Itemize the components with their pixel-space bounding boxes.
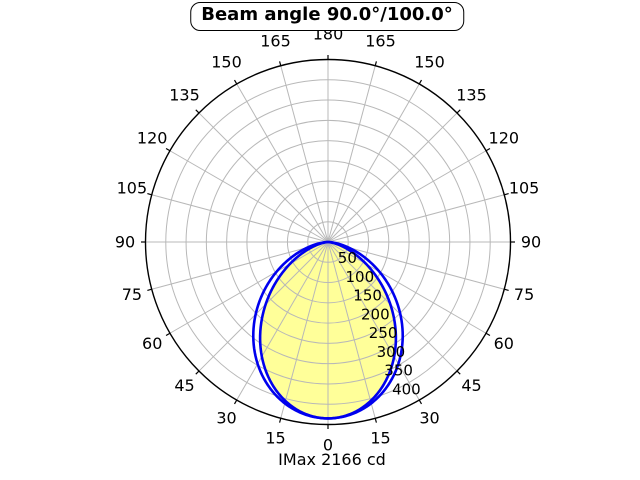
- title-box: Beam angle 90.0°/100.0°: [190, 2, 464, 31]
- angle-tick: [233, 399, 238, 405]
- angle-tick: [165, 147, 171, 152]
- angle-label-120-right: 120: [489, 129, 520, 148]
- angle-label-0: 0: [323, 436, 333, 455]
- grid-ring: [307, 221, 349, 263]
- grid-spoke: [327, 241, 487, 334]
- angle-label-150-right: 150: [414, 52, 445, 71]
- angle-label-15-right: 15: [370, 429, 390, 448]
- r-label-300: 300: [377, 343, 406, 361]
- grid-spoke: [151, 241, 329, 290]
- grid-spoke: [327, 65, 376, 243]
- angle-label-30-right: 30: [419, 408, 439, 427]
- grid-spoke: [236, 83, 329, 243]
- angle-tick: [456, 109, 461, 114]
- angle-label-90-right: 90: [521, 233, 541, 252]
- angle-tick: [147, 193, 152, 196]
- r-label-150: 150: [353, 287, 382, 305]
- grid-ring: [185, 99, 471, 385]
- angle-tick: [147, 288, 152, 291]
- imax-annotation: IMax 2166 cd: [278, 450, 386, 469]
- angle-label-150-left: 150: [211, 52, 242, 71]
- angle-label-165-left: 165: [260, 32, 291, 51]
- angle-label-75-left: 75: [122, 285, 142, 304]
- angle-label-105-right: 105: [509, 179, 540, 198]
- grid-ring: [246, 160, 410, 324]
- angle-tick: [485, 147, 491, 152]
- grid-spoke: [198, 241, 329, 372]
- angle-tick: [374, 61, 377, 66]
- grid-spoke: [236, 241, 329, 401]
- grid-spoke: [327, 241, 505, 290]
- angle-label-165-right: 165: [365, 32, 396, 51]
- angle-tick: [195, 109, 200, 114]
- angle-label-135-right: 135: [456, 85, 487, 104]
- angle-label-120-left: 120: [137, 129, 168, 148]
- grid-spoke: [280, 65, 329, 243]
- grid-spoke: [327, 241, 420, 401]
- chart-title: Beam angle 90.0°/100.0°: [201, 4, 453, 25]
- grid-spoke: [327, 241, 376, 419]
- angle-tick: [456, 370, 461, 375]
- angle-tick: [165, 332, 171, 337]
- r-label-100: 100: [346, 268, 375, 286]
- beam-curve-90: [258, 240, 398, 420]
- angle-label-45-right: 45: [461, 376, 481, 395]
- angle-tick: [504, 288, 509, 291]
- angle-label-75-right: 75: [514, 285, 534, 304]
- angle-tick: [374, 418, 377, 423]
- angle-label-15-left: 15: [265, 429, 285, 448]
- grid-spoke: [327, 194, 505, 243]
- grid-ring: [266, 180, 390, 304]
- angle-label-60-left: 60: [142, 334, 162, 353]
- angle-label-60-right: 60: [494, 334, 514, 353]
- angle-label-45-left: 45: [174, 376, 194, 395]
- grid-spoke: [169, 241, 329, 334]
- r-label-50: 50: [338, 249, 357, 267]
- r-label-200: 200: [361, 305, 390, 323]
- grid-spoke: [169, 150, 329, 243]
- angle-label-90-left: 90: [115, 233, 135, 252]
- grid-spoke: [151, 194, 329, 243]
- angle-tick: [418, 399, 423, 405]
- angle-tick: [418, 79, 423, 85]
- angle-tick: [279, 61, 282, 66]
- r-label-400: 400: [392, 380, 421, 398]
- grid-spoke: [280, 241, 329, 419]
- angle-tick: [485, 332, 491, 337]
- r-label-350: 350: [384, 362, 413, 380]
- r-label-250: 250: [369, 324, 398, 342]
- grid-spoke: [327, 112, 458, 243]
- grid-ring: [286, 200, 370, 284]
- grid-spoke: [327, 150, 487, 243]
- grid-ring: [165, 79, 491, 405]
- angle-label-105-left: 105: [117, 179, 148, 198]
- grid-ring: [205, 119, 451, 365]
- angle-tick: [233, 79, 238, 85]
- grid-ring: [226, 140, 430, 344]
- grid-spoke: [327, 83, 420, 243]
- angle-tick: [195, 370, 200, 375]
- angle-label-135-left: 135: [169, 85, 200, 104]
- angle-label-30-left: 30: [216, 408, 236, 427]
- grid-spoke: [327, 241, 458, 372]
- angle-tick: [504, 193, 509, 196]
- angle-tick: [279, 418, 282, 423]
- grid-spoke: [198, 112, 329, 243]
